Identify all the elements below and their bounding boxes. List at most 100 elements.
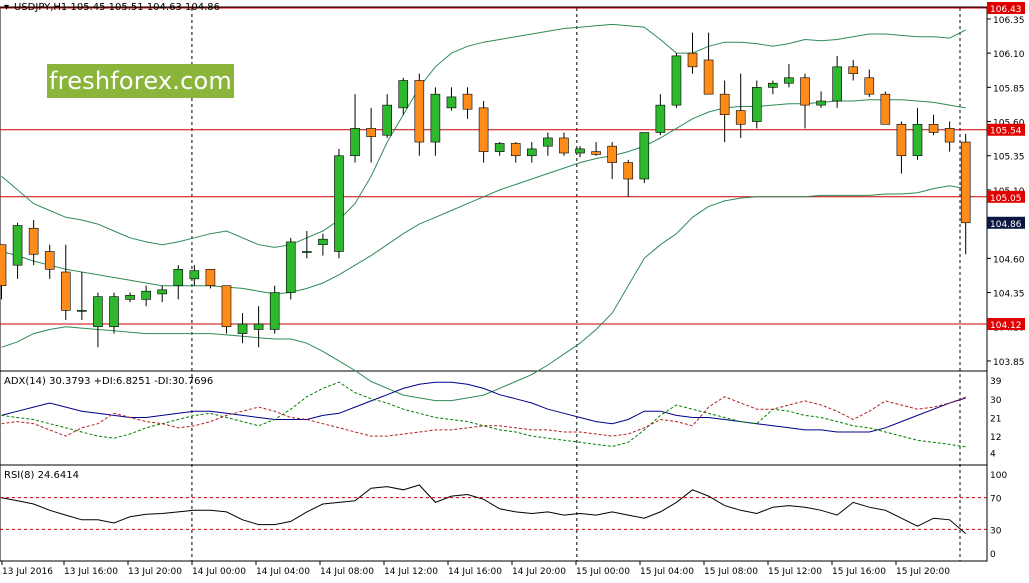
candle-bearish (591, 151, 601, 155)
candle-bearish (414, 80, 425, 143)
candle-bearish (735, 110, 746, 125)
candle-bullish (302, 251, 312, 253)
candle-bearish (0, 244, 7, 286)
candle-bearish (719, 93, 730, 116)
rsi-y-tick-label: 100 (990, 471, 1007, 481)
candle-bearish (703, 59, 714, 95)
candle-bullish (446, 96, 457, 109)
x-tick-label: 14 Jul 08:00 (320, 567, 374, 577)
x-tick-label: 14 Jul 16:00 (448, 567, 502, 577)
adx-y-tick-label: 4 (990, 450, 996, 460)
main-chart-title: USDJPY,H1 105.45 105.51 104.63 104.86 (14, 2, 220, 13)
bollinger-lower-band (1, 185, 966, 402)
main-pane (0, 6, 988, 372)
x-tick-label: 14 Jul 20:00 (512, 567, 566, 577)
candle-bearish (366, 128, 376, 137)
rsi-y-tick-label: 0 (990, 550, 996, 560)
minus-di-line (1, 396, 966, 437)
candle-bearish (510, 143, 521, 157)
x-tick-label: 15 Jul 16:00 (832, 567, 886, 577)
candle-bullish (350, 128, 360, 157)
y-tick-label: 105.35 (993, 153, 1025, 163)
candle-bullish (141, 290, 151, 300)
candle-bearish (800, 77, 810, 106)
rsi-title: RSI(8) 24.6414 (4, 470, 79, 481)
candle-bullish (93, 296, 103, 328)
x-tick-label: 13 Jul 20:00 (128, 567, 182, 577)
rsi-y-tick-label: 70 (990, 495, 1002, 505)
adx-title: ADX(14) 30.3793 +DI:6.8251 -DI:30.7696 (4, 376, 213, 387)
level-price-tag (987, 190, 1025, 203)
candle-bullish (543, 137, 553, 147)
x-tick-label: 13 Jul 16:00 (64, 567, 118, 577)
candle-bullish (751, 87, 762, 122)
candle-bearish (960, 141, 971, 224)
candle-bullish (768, 82, 778, 88)
x-tick-label: 15 Jul 00:00 (576, 567, 630, 577)
candle-bullish (334, 155, 344, 252)
candle-bullish (173, 268, 184, 286)
x-tick-label: 15 Jul 04:00 (640, 567, 694, 577)
candle-bearish (687, 52, 698, 68)
x-tick-label: 13 Jul 2016 (2, 567, 53, 577)
x-tick-label: 14 Jul 00:00 (192, 567, 246, 577)
candle-bullish (671, 55, 682, 106)
candle-bullish (784, 77, 794, 84)
rsi-y-tick-label: 30 (990, 526, 1002, 536)
candle-bearish (928, 123, 939, 133)
candle-bearish (44, 251, 55, 270)
rsi-line (1, 484, 967, 534)
candle-bearish (848, 66, 859, 74)
adx-y-tick-label: 21 (990, 414, 1001, 424)
candle-bullish (77, 310, 87, 312)
candle-bearish (462, 93, 473, 110)
candle-bullish (655, 104, 666, 133)
x-tick-label: 15 Jul 12:00 (768, 567, 822, 577)
candle-bullish (109, 296, 119, 328)
candle-bearish (880, 93, 891, 125)
candle-bullish (816, 100, 826, 106)
y-tick-label: 103.85 (993, 358, 1025, 368)
candle-bullish (157, 289, 167, 295)
candle-bullish (382, 104, 392, 136)
candle-bearish (623, 162, 634, 180)
bollinger-upper-band (1, 23, 966, 248)
candle-bullish (318, 238, 328, 245)
level-price-tag (987, 123, 1025, 136)
current-price-label: 104.86 (990, 220, 1022, 230)
candle-bearish (478, 107, 489, 152)
x-tick-label: 14 Jul 04:00 (256, 567, 310, 577)
rsi-pane (0, 464, 988, 562)
candle-bullish (285, 241, 296, 293)
candle-bearish (60, 271, 71, 311)
level-price-label: 104.12 (990, 321, 1022, 331)
candle-bearish (896, 123, 907, 157)
x-tick-label: 15 Jul 20:00 (896, 567, 950, 577)
y-tick-label: 105.85 (993, 84, 1025, 94)
x-tick-label: 14 Jul 12:00 (384, 567, 438, 577)
y-tick-label: 105.60 (993, 119, 1025, 129)
x-tick-label: 15 Jul 08:00 (704, 567, 758, 577)
chart-title-icon: ▾ (4, 2, 9, 13)
candle-bullish (430, 93, 441, 143)
candle-bearish (221, 285, 232, 328)
candle-bullish (237, 323, 248, 334)
candle-bullish (253, 323, 264, 330)
candle-bullish (639, 132, 650, 180)
candle-bullish (912, 123, 923, 157)
level-price-label: 106.43 (990, 5, 1022, 15)
candle-bullish (527, 148, 537, 157)
y-tick-label: 106.35 (993, 16, 1025, 26)
candle-bullish (269, 292, 280, 330)
current-price-tag (987, 216, 1025, 229)
adx-y-tick-label: 12 (990, 433, 1001, 443)
y-tick-label: 106.10 (993, 50, 1025, 60)
adx-y-tick-label: 39 (990, 377, 1002, 387)
level-price-tag (987, 318, 1025, 330)
y-tick-label: 104.35 (993, 290, 1025, 300)
candle-bearish (559, 137, 569, 154)
candle-bearish (864, 77, 875, 95)
candle-bullish (494, 143, 505, 152)
